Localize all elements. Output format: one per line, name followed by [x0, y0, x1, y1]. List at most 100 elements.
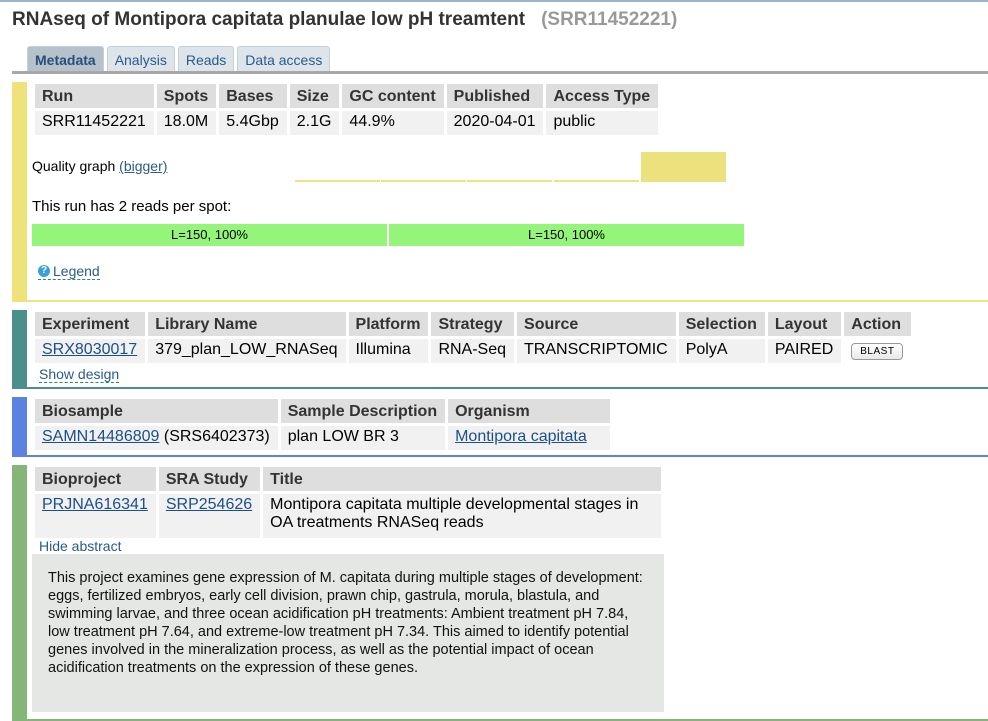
hide-abstract-link[interactable]: Hide abstract — [39, 538, 122, 555]
srs-id: (SRS6402373) — [163, 428, 270, 445]
experiment-link[interactable]: SRX8030017 — [42, 341, 138, 358]
biosample-section-bar — [12, 397, 27, 457]
quality-bar — [295, 180, 380, 182]
bioproject-cell: PRJNA616341 — [35, 494, 156, 538]
col-layout: Layout — [767, 312, 842, 336]
tabs-divider — [12, 71, 988, 74]
col-biosample: Biosample — [35, 399, 278, 423]
sample-description-value: plan LOW BR 3 — [280, 426, 446, 450]
table-row: SAMN14486809 (SRS6402373) plan LOW BR 3 … — [35, 426, 610, 450]
col-platform: Platform — [348, 312, 429, 336]
col-run: Run — [35, 84, 154, 108]
run-table: Run Spots Bases Size GC content Publishe… — [32, 81, 661, 138]
biosample-section — [12, 397, 988, 457]
table-header-row: Experiment Library Name Platform Strateg… — [35, 312, 912, 336]
biosample-section-border — [12, 455, 988, 457]
quality-graph-label: Quality graph (bigger) — [32, 158, 167, 174]
bases-value: 5.4Gbp — [219, 111, 287, 135]
quality-bar — [554, 180, 639, 182]
col-organism: Organism — [448, 399, 610, 423]
top-rule — [0, 0, 988, 2]
organism-link[interactable]: Montipora capitata — [455, 428, 587, 445]
experiment-table: Experiment Library Name Platform Strateg… — [32, 309, 914, 366]
run-section-border — [12, 300, 988, 302]
reads-per-spot-text: This run has 2 reads per spot: — [32, 198, 232, 215]
bioproject-table: Bioproject SRA Study Title PRJNA616341 S… — [32, 464, 664, 541]
col-access-type: Access Type — [546, 84, 659, 108]
experiment-section-border — [12, 387, 988, 389]
table-header-row: Run Spots Bases Size GC content Publishe… — [35, 84, 659, 108]
table-header-row: Bioproject SRA Study Title — [35, 467, 662, 491]
experiment-section-bar — [12, 310, 27, 389]
experiment-id-cell: SRX8030017 — [35, 339, 146, 363]
col-strategy: Strategy — [431, 312, 515, 336]
col-bases: Bases — [219, 84, 287, 108]
show-design-link[interactable]: Show design — [39, 366, 120, 383]
strategy-value: RNA-Seq — [431, 339, 515, 363]
page-title: RNAseq of Montipora capitata planulae lo… — [12, 9, 677, 31]
layout-value: PAIRED — [767, 339, 842, 363]
help-icon: ? — [38, 265, 50, 277]
col-experiment: Experiment — [35, 312, 146, 336]
platform-value: Illumina — [348, 339, 429, 363]
biosample-cell: SAMN14486809 (SRS6402373) — [35, 426, 278, 450]
tab-bar: Metadata Analysis Reads Data access — [27, 46, 331, 72]
action-cell: BLAST — [844, 339, 912, 363]
col-title: Title — [263, 467, 662, 491]
read-2-bar: L=150, 100% — [389, 224, 744, 246]
quality-graph-text: Quality graph — [32, 158, 116, 174]
biosample-table: Biosample Sample Description Organism SA… — [32, 396, 613, 453]
quality-bigger-link[interactable]: (bigger) — [119, 158, 168, 174]
source-value: TRANSCRIPTOMIC — [517, 339, 676, 363]
access-type-value: public — [546, 111, 659, 135]
col-published: Published — [446, 84, 544, 108]
run-id: SRR11452221 — [35, 111, 154, 135]
bioproject-section — [12, 465, 988, 721]
selection-value: PolyA — [678, 339, 765, 363]
col-selection: Selection — [678, 312, 765, 336]
read-1-bar: L=150, 100% — [32, 224, 387, 246]
legend-label: Legend — [53, 263, 100, 279]
quality-graph-box[interactable] — [641, 152, 726, 182]
project-title-value: Montipora capitata multiple developmenta… — [263, 494, 662, 538]
run-section — [12, 82, 988, 302]
col-library-name: Library Name — [148, 312, 346, 336]
legend-link[interactable]: ? Legend — [38, 263, 100, 280]
table-row: SRR11452221 18.0M 5.4Gbp 2.1G 44.9% 2020… — [35, 111, 659, 135]
blast-button[interactable]: BLAST — [851, 343, 904, 360]
run-accession: (SRR11452221) — [541, 9, 678, 30]
col-size: Size — [289, 84, 340, 108]
col-spots: Spots — [156, 84, 217, 108]
sra-study-link[interactable]: SRP254626 — [165, 496, 253, 513]
experiment-section — [12, 310, 988, 389]
gc-value: 44.9% — [342, 111, 444, 135]
col-source: Source — [517, 312, 676, 336]
quality-bar — [381, 180, 466, 182]
tab-metadata[interactable]: Metadata — [27, 46, 104, 72]
col-gc-content: GC content — [342, 84, 444, 108]
col-sample-description: Sample Description — [280, 399, 446, 423]
tab-data-access[interactable]: Data access — [237, 46, 331, 72]
quality-bar — [467, 180, 552, 182]
tab-reads[interactable]: Reads — [177, 46, 235, 72]
published-value: 2020-04-01 — [446, 111, 544, 135]
tab-analysis[interactable]: Analysis — [106, 46, 175, 72]
bioproject-section-border — [12, 719, 988, 721]
size-value: 2.1G — [289, 111, 340, 135]
table-row: SRX8030017 379_plan_LOW_RNASeq Illumina … — [35, 339, 912, 363]
col-sra-study: SRA Study — [158, 467, 261, 491]
spots-value: 18.0M — [156, 111, 217, 135]
page-title-text: RNAseq of Montipora capitata planulae lo… — [12, 9, 526, 30]
organism-cell: Montipora capitata — [448, 426, 610, 450]
table-header-row: Biosample Sample Description Organism — [35, 399, 610, 423]
col-action: Action — [844, 312, 912, 336]
biosample-link[interactable]: SAMN14486809 — [42, 428, 160, 445]
bioproject-section-bar — [12, 465, 27, 721]
bioproject-link[interactable]: PRJNA616341 — [42, 496, 148, 513]
col-bioproject: Bioproject — [35, 467, 156, 491]
abstract-text: This project examines gene expression of… — [32, 554, 664, 712]
sra-study-cell: SRP254626 — [158, 494, 261, 538]
table-row: PRJNA616341 SRP254626 Montipora capitata… — [35, 494, 662, 538]
library-name-value: 379_plan_LOW_RNASeq — [148, 339, 346, 363]
run-section-bar — [12, 82, 27, 302]
